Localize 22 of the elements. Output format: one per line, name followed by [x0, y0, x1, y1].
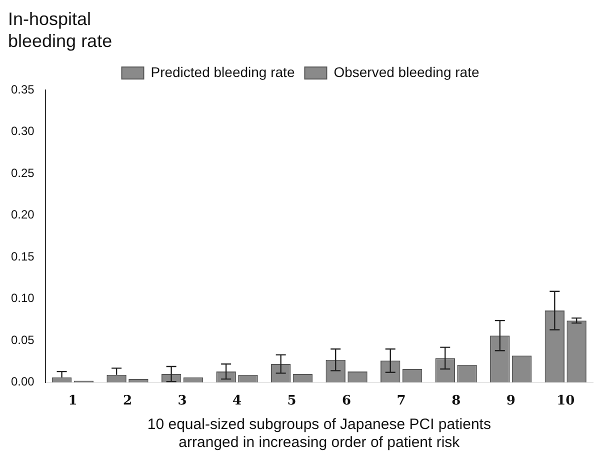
y-tick-label: 0.05 — [10, 332, 35, 347]
y-tick-label: 0.20 — [10, 208, 35, 222]
x-tick-label: 5 — [287, 394, 296, 409]
y-tick-label: 0.15 — [10, 249, 35, 264]
x-tick-label: 1 — [68, 394, 78, 409]
y-tick-label: 0.10 — [10, 291, 35, 306]
x-tick-label: 7 — [396, 394, 406, 409]
x-tick-label: 4 — [232, 394, 242, 409]
x-tick-label: 6 — [342, 394, 352, 409]
y-tick-label: 0.00 — [10, 374, 35, 389]
legend-label: Observed bleeding rate — [334, 64, 480, 80]
y-axis-title: In-hospital bleeding rate — [8, 8, 114, 52]
x-tick-label: 9 — [506, 394, 516, 409]
y-tick-label: 0.35 — [10, 82, 35, 96]
x-tick-label: 3 — [178, 394, 187, 409]
x-tick-label: 10 — [556, 394, 575, 409]
legend-label: Predicted bleeding rate — [150, 64, 295, 80]
x-tick-label: 2 — [122, 394, 132, 409]
x-axis-title: 10 equal-sized subgroups of Japanese PCI patients arranged in increasing order of patient risk — [147, 416, 491, 452]
y-tick-label: 0.30 — [10, 124, 35, 138]
y-tick-label: 0.25 — [10, 166, 35, 180]
x-tick-label: 8 — [452, 394, 461, 409]
